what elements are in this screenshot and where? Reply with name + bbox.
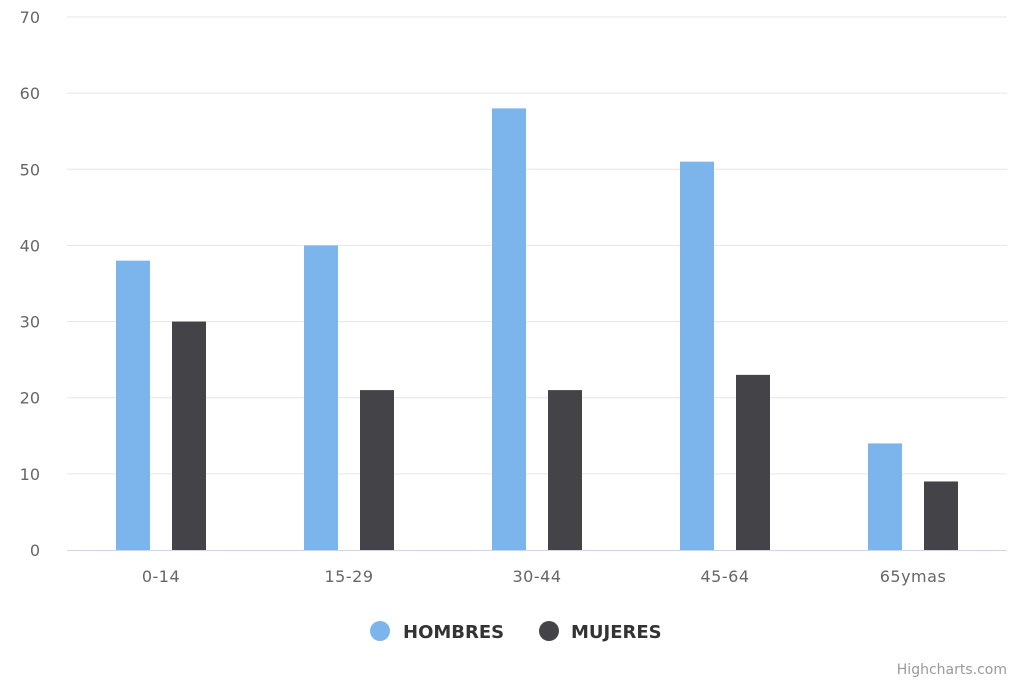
legend-item-series-1[interactable]: MUJERES — [539, 621, 662, 643]
bar-mujeres-30-44[interactable] — [548, 390, 582, 550]
x-axis-tick-labels: 0-14 15-29 30-44 45-64 65ymas — [142, 567, 946, 586]
legend-symbol — [539, 621, 559, 641]
bar-hombres-15-29[interactable] — [304, 245, 338, 550]
y-tick-label: 10 — [20, 465, 40, 484]
y-tick-label: 50 — [20, 160, 40, 179]
bar-hombres-65ymas[interactable] — [868, 443, 902, 550]
y-axis-tick-labels: 0 10 20 30 40 50 60 70 — [20, 8, 40, 560]
bar-mujeres-65ymas[interactable] — [924, 481, 958, 550]
legend-symbol — [370, 621, 390, 641]
bar-mujeres-15-29[interactable] — [360, 390, 394, 550]
grid-lines — [67, 16, 1007, 475]
x-tick-label: 0-14 — [142, 567, 180, 586]
x-tick-label: 65ymas — [880, 567, 947, 586]
y-tick-label: 70 — [20, 8, 40, 27]
y-tick-label: 40 — [20, 236, 40, 255]
y-tick-label: 30 — [20, 313, 40, 332]
bars — [116, 108, 958, 550]
y-tick-label: 60 — [20, 84, 40, 103]
legend-label: HOMBRES — [403, 622, 504, 643]
bar-hombres-0-14[interactable] — [116, 260, 150, 550]
legend-item-series-0[interactable]: HOMBRES — [370, 621, 504, 643]
bar-hombres-45-64[interactable] — [680, 161, 714, 550]
x-tick-label: 15-29 — [325, 567, 374, 586]
credits-link[interactable]: Highcharts.com — [897, 662, 1007, 678]
bar-hombres-30-44[interactable] — [492, 108, 526, 550]
y-tick-label: 0 — [30, 541, 40, 560]
legend-label: MUJERES — [571, 622, 662, 643]
bar-mujeres-45-64[interactable] — [736, 374, 770, 550]
legend: HOMBRES MUJERES — [370, 621, 662, 643]
x-tick-label: 30-44 — [513, 567, 562, 586]
bar-mujeres-0-14[interactable] — [172, 321, 206, 550]
y-tick-label: 20 — [20, 389, 40, 408]
x-tick-label: 45-64 — [701, 567, 750, 586]
